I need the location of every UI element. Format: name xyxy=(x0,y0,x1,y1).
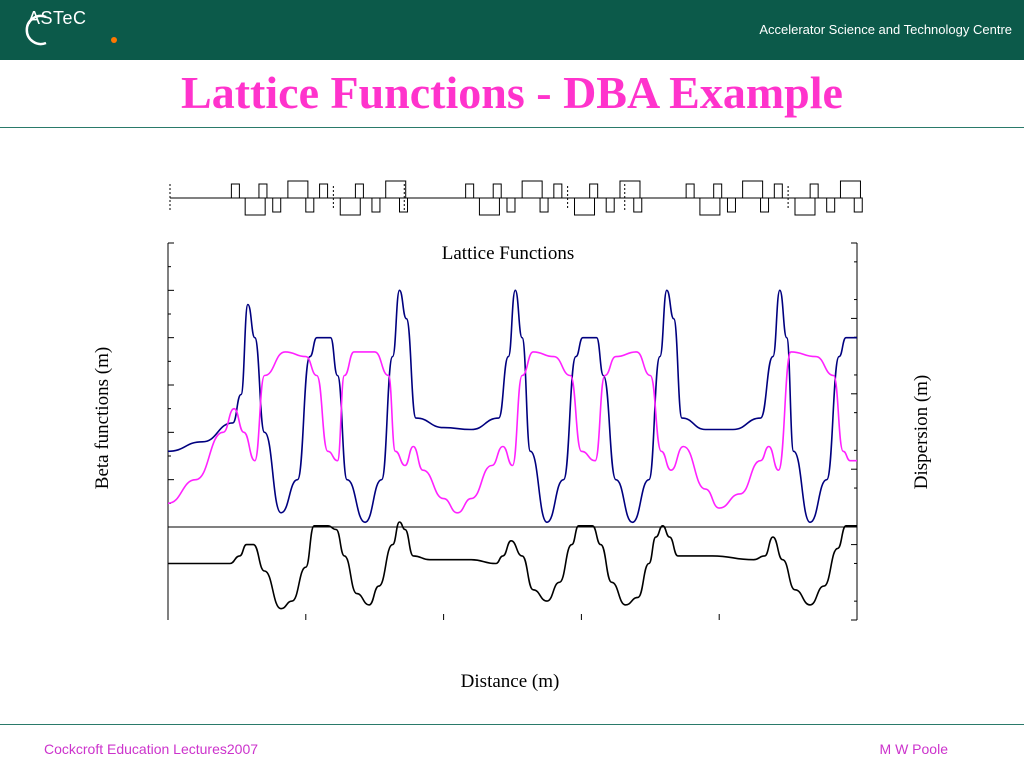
quadrupole-magnet xyxy=(773,183,783,199)
quadrupole-magnet xyxy=(258,183,268,199)
y-axis-label: Beta functions (m) xyxy=(92,347,113,489)
footer-course: Cockcroft Education Lectures2007 xyxy=(44,741,259,757)
quadrupole-magnet xyxy=(539,197,549,213)
quadrupole-magnet xyxy=(713,183,723,199)
y2-axis-label: Dispersion (m) xyxy=(911,375,932,490)
quadrupole-magnet xyxy=(605,197,615,213)
dipole-magnet xyxy=(574,197,596,216)
title-divider xyxy=(0,127,1024,128)
org-name: Accelerator Science and Technology Centr… xyxy=(759,22,1012,37)
beta_x-line xyxy=(167,289,857,524)
quadrupole-magnet xyxy=(809,183,819,199)
dipole-magnet xyxy=(478,197,500,216)
footer-divider xyxy=(0,724,1024,725)
quadrupole-magnet xyxy=(354,183,364,199)
quadrupole-magnet xyxy=(272,197,282,213)
dipole-magnet xyxy=(794,197,816,216)
slide-title: Lattice Functions - DBA Example xyxy=(181,67,843,118)
axis-ticks xyxy=(167,242,858,621)
quadrupole-magnet xyxy=(853,197,863,213)
dipole-magnet xyxy=(339,197,361,216)
quadrupole-magnet xyxy=(826,197,836,213)
dipole-magnet xyxy=(839,180,861,199)
dipole-magnet xyxy=(619,180,641,199)
beta_y-line xyxy=(167,351,858,514)
magnet-lattice-strip xyxy=(169,180,863,216)
quadrupole-magnet xyxy=(633,197,643,213)
x-axis-label: Distance (m) xyxy=(461,671,560,692)
series-group xyxy=(167,289,858,610)
quadrupole-magnet xyxy=(685,183,695,199)
dipole-magnet xyxy=(521,180,543,199)
quadrupole-magnet xyxy=(726,197,736,213)
quadrupole-magnet xyxy=(305,197,315,213)
header-bar: ASTeC Accelerator Science and Technology… xyxy=(0,0,1024,60)
footer-author: M W Poole xyxy=(879,741,948,757)
quadrupole-magnet xyxy=(760,197,770,213)
dipole-magnet xyxy=(244,197,266,216)
astec-logo xyxy=(25,14,117,46)
quadrupole-magnet xyxy=(230,183,240,199)
chart-title: Lattice Functions xyxy=(442,243,574,264)
quadrupole-magnet xyxy=(553,183,563,199)
logo-text: ASTeC xyxy=(28,8,87,28)
quadrupole-magnet xyxy=(319,183,329,199)
quadrupole-magnet xyxy=(465,183,475,199)
quadrupole-magnet xyxy=(492,183,502,199)
quadrupole-magnet xyxy=(506,197,516,213)
dipole-magnet xyxy=(287,180,309,199)
quadrupole-magnet xyxy=(589,183,599,199)
dipole-magnet xyxy=(742,180,764,199)
dipole-magnet xyxy=(699,197,721,216)
dipole-magnet xyxy=(385,180,407,199)
plot-frame xyxy=(167,243,858,620)
quadrupole-magnet xyxy=(399,197,409,213)
dispersion-line xyxy=(168,521,857,610)
quadrupole-magnet xyxy=(371,197,381,213)
